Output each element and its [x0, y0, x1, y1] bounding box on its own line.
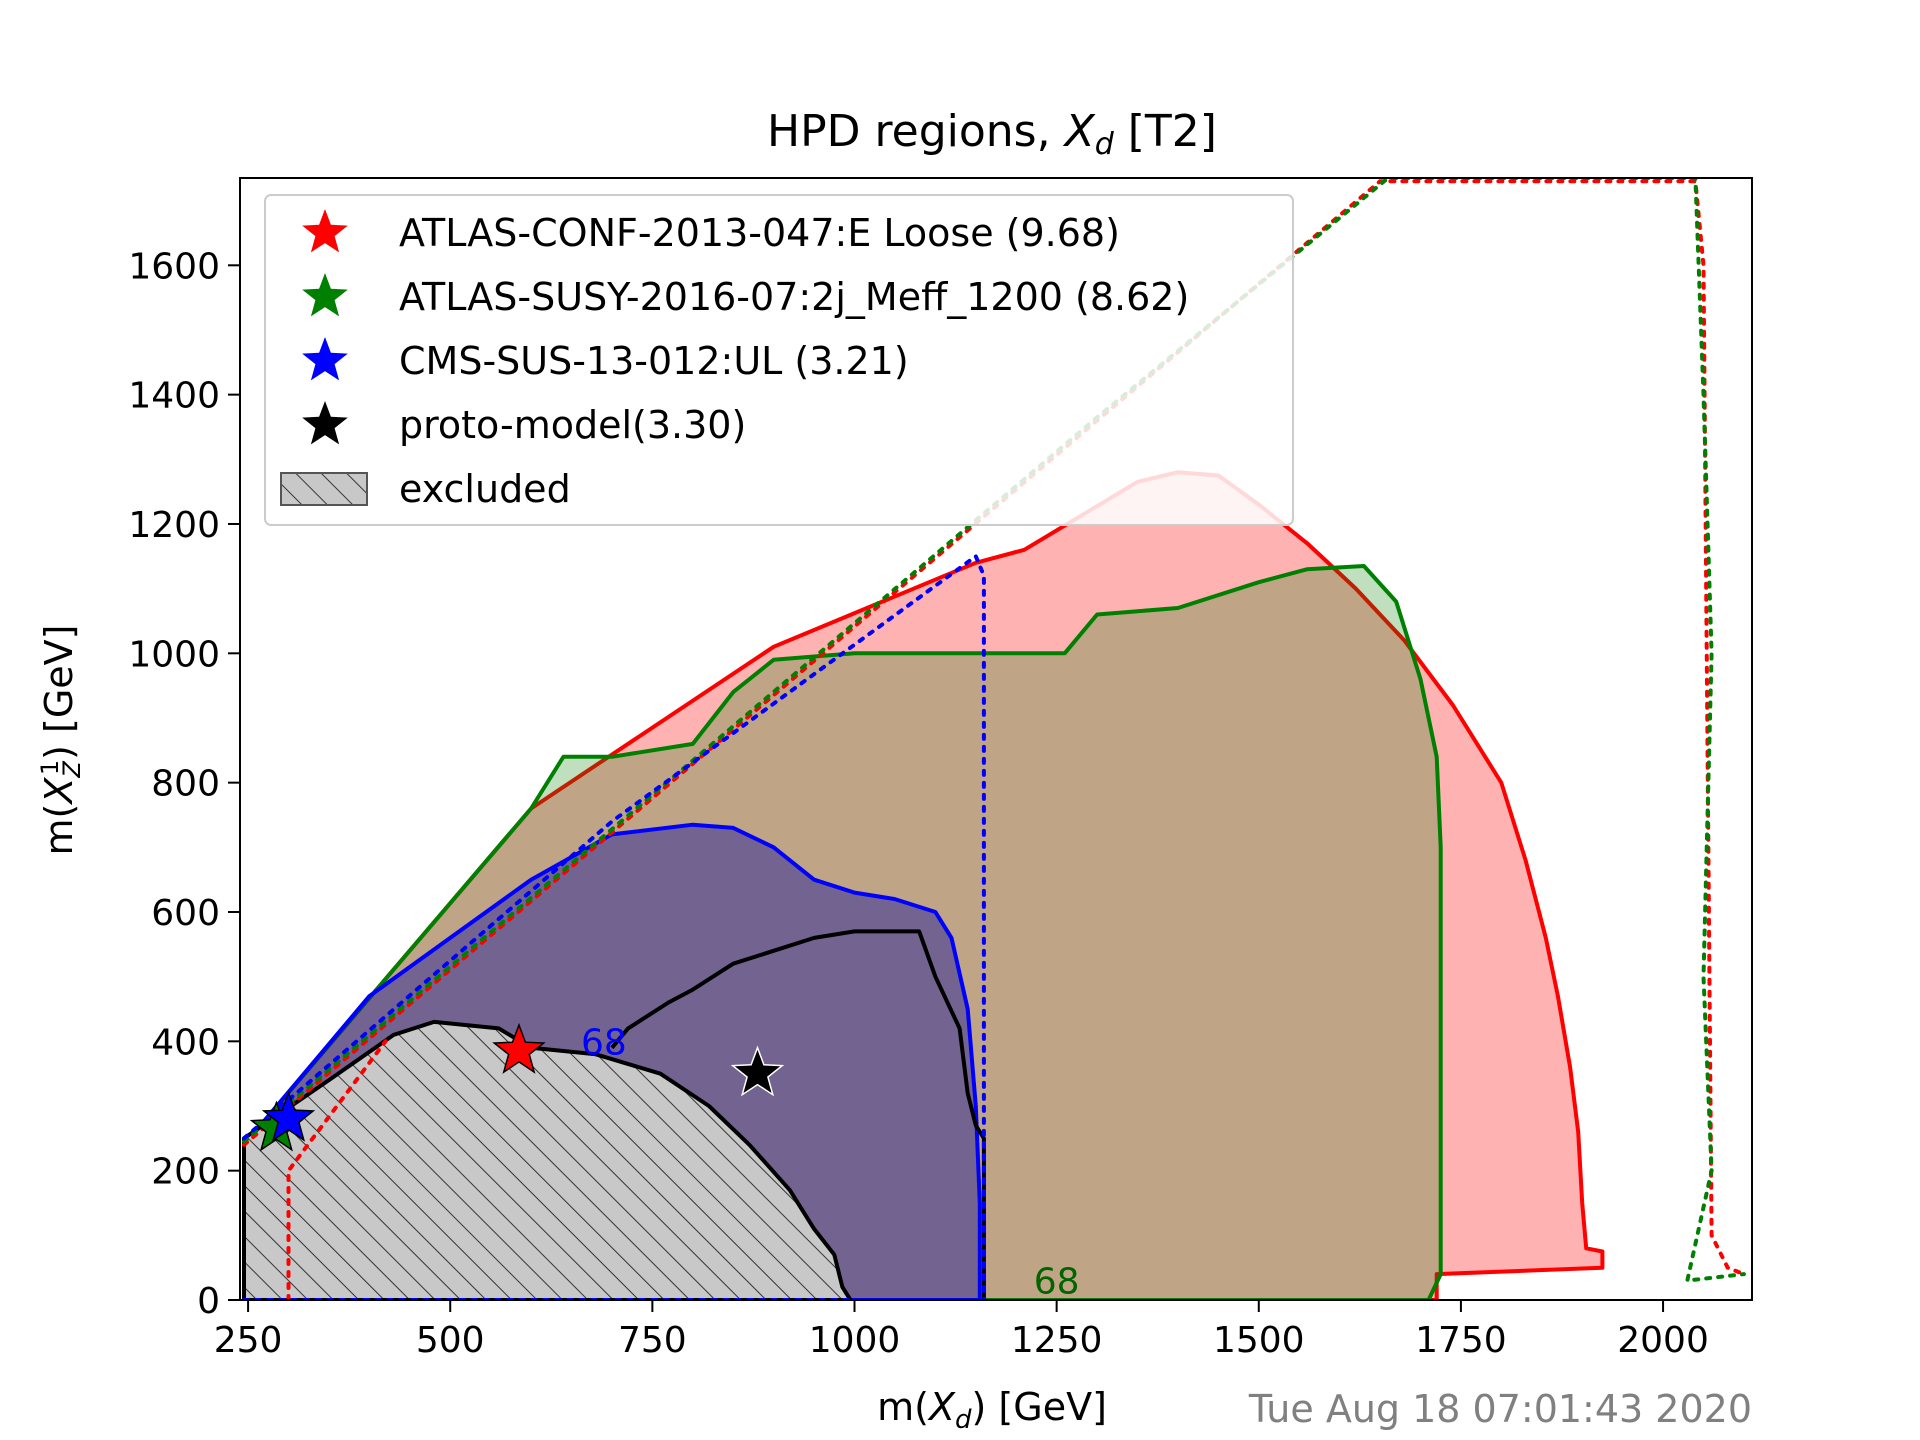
legend-entry: proto-model(3.30)	[302, 401, 746, 447]
x-axis: 250 500 750 1000 1250 1500 1750 2000	[214, 1300, 1709, 1361]
y-tick-label: 1000	[128, 634, 220, 675]
contour-label-0: 68	[581, 1022, 627, 1063]
timestamp: Tue Aug 18 07:01:43 2020	[1248, 1387, 1752, 1431]
chart-title: HPD regions, Xd [T2]	[767, 106, 1217, 162]
y-tick-label: 800	[151, 764, 220, 805]
legend-entry: CMS-SUS-13-012:UL (3.21)	[302, 337, 909, 383]
legend-star-icon	[302, 337, 348, 381]
y-tick-label: 1600	[128, 246, 220, 287]
legend-box	[264, 194, 1294, 526]
contour-label-1: 68	[1034, 1262, 1080, 1303]
legend-label: ATLAS-CONF-2013-047:E Loose (9.68)	[399, 211, 1120, 255]
x-tick-label: 1250	[1011, 1320, 1103, 1361]
legend-hatch-swatch	[280, 472, 368, 506]
marker-cms-sus-13-012-ul	[261, 1090, 316, 1142]
y-tick-label: 1400	[128, 376, 220, 417]
x-tick-label: 750	[618, 1320, 687, 1361]
legend-star-icon	[302, 273, 348, 317]
legend-star-icon	[302, 209, 348, 253]
y-tick-label: 400	[151, 1022, 220, 1063]
y-tick-label: 200	[151, 1152, 220, 1193]
legend-entry: ATLAS-CONF-2013-047:E Loose (9.68)	[302, 209, 1120, 255]
legend: ATLAS-CONF-2013-047:E Loose (9.68) ATLAS-…	[264, 194, 1294, 526]
plot-frame	[239, 177, 1753, 1301]
legend-label: proto-model(3.30)	[399, 403, 746, 447]
legend-label: excluded	[399, 467, 571, 511]
y-axis: 0 200 400 600 800 1000 1200 1400 1600	[128, 246, 240, 1322]
legend-entry: ATLAS-SUSY-2016-07:2j_Meff_1200 (8.62)	[302, 273, 1189, 319]
marker-proto-model	[730, 1045, 785, 1097]
marker-atlas-conf-2013-047-e-loose	[492, 1022, 546, 1074]
legend-entry: excluded	[280, 467, 571, 511]
region-excluded	[242, 1019, 853, 1300]
legend-label: ATLAS-SUSY-2016-07:2j_Meff_1200 (8.62)	[399, 275, 1189, 319]
region-proto-model	[610, 929, 986, 1300]
y-tick-label: 1200	[128, 505, 220, 546]
x-tick-label: 1750	[1415, 1320, 1507, 1361]
legend-label: CMS-SUS-13-012:UL (3.21)	[399, 339, 909, 383]
y-tick-label: 600	[151, 893, 220, 934]
dotted-blue-diagonal	[242, 553, 986, 1300]
y-axis-label: m(XZ1) [GeV]	[36, 625, 86, 856]
x-tick-label: 500	[416, 1320, 485, 1361]
y-tick-label: 0	[197, 1281, 220, 1322]
x-tick-label: 1000	[809, 1320, 901, 1361]
x-tick-label: 2000	[1617, 1320, 1709, 1361]
x-tick-label: 1500	[1213, 1320, 1305, 1361]
legend-star-icon	[302, 401, 348, 445]
x-tick-label: 250	[214, 1320, 283, 1361]
x-axis-label: m(Xd) [GeV]	[877, 1385, 1107, 1435]
